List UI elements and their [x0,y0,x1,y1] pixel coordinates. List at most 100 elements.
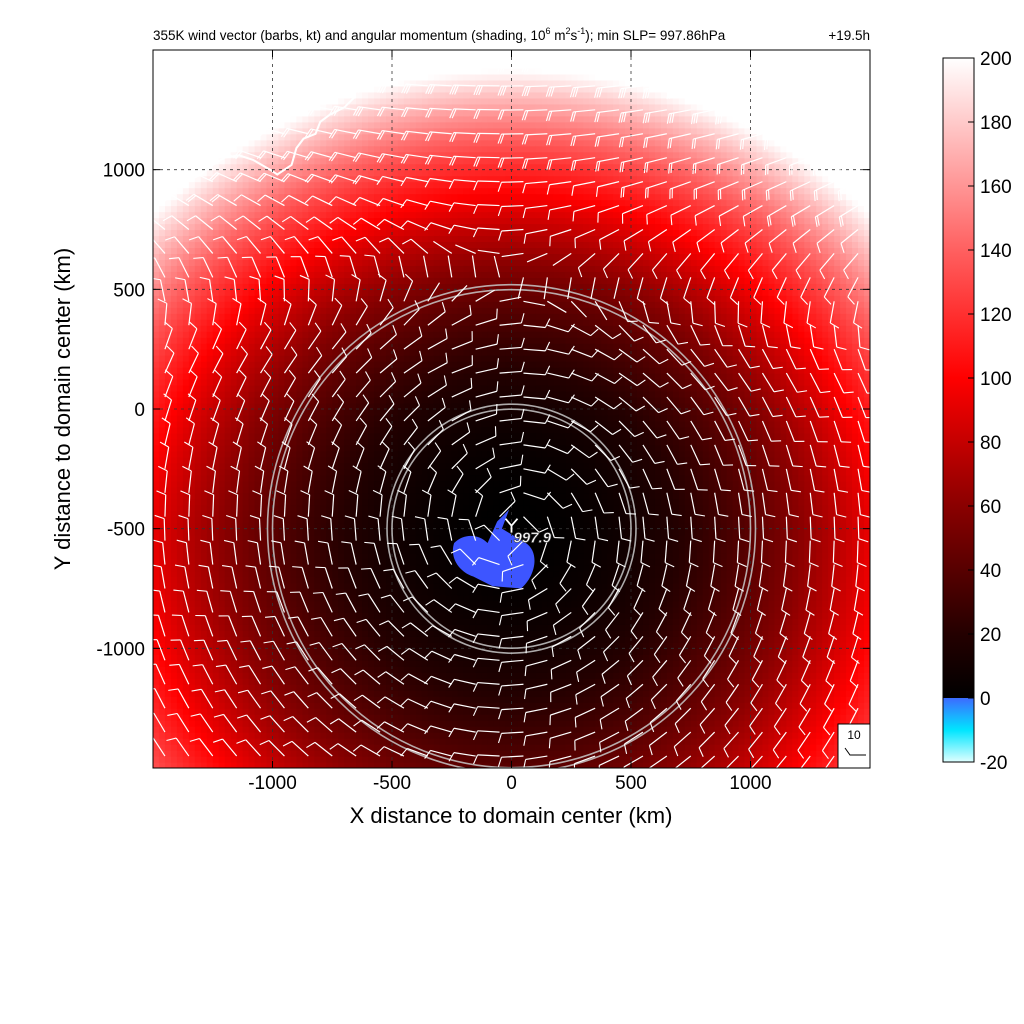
wind-barb [763,133,787,151]
wind-barb [800,660,811,688]
wind-barb [816,229,835,254]
wind-barb [378,237,405,254]
wind-barb [761,348,783,370]
wind-barb [475,334,499,350]
wind-barb [153,737,166,757]
wind-barb [497,755,524,767]
wind-barb [304,128,333,139]
x-axis: -1000 -500 0 500 1000 [248,50,772,794]
wind-barb [628,635,644,663]
wind-barb [523,731,548,746]
wind-barb [284,691,309,709]
wind-barb [304,195,333,207]
wind-barb [207,298,217,326]
wind-barb [674,755,692,768]
wind-barb [737,516,750,543]
wind-barb [328,151,357,162]
wind-barb [618,109,644,123]
wind-barb [306,741,333,757]
wind-barb [574,228,596,249]
wind-barb [333,617,357,637]
wind-barb [761,468,778,493]
wind-barb [789,157,811,176]
wind-barb [676,253,692,280]
wind-barb [307,297,317,326]
wind-barb [591,540,602,568]
wind-barb [257,297,267,326]
wind-barb [377,645,405,661]
wind-barb [843,253,859,280]
wind-barb [625,683,644,709]
wind-barb [262,665,285,685]
wind-barb [425,131,452,142]
wind-barb [501,252,524,258]
wind-barb [307,417,318,446]
wind-barb [352,217,381,231]
wind-barb [594,492,614,514]
wind-barb [809,444,827,468]
wind-barb [690,324,711,346]
wind-barb [690,492,706,517]
wind-barb [724,253,740,280]
wind-barb [714,301,726,328]
wind-barb [475,358,499,374]
wind-barb [640,540,651,568]
wind-barb [294,540,309,565]
wind-barb [449,132,476,143]
wind-barb [257,441,267,469]
wind-barb [352,152,381,163]
wind-barb [507,540,524,566]
wind-barb [636,277,646,305]
wind-barb [271,540,286,565]
wind-barb [739,109,763,125]
wind-barb [331,347,348,374]
wind-barb [573,755,596,768]
wind-barb [785,348,806,370]
wind-barb [256,172,285,183]
wind-barb [280,173,309,183]
wind-barb [192,664,214,685]
wind-barb [209,172,237,183]
wind-barb [188,369,198,398]
wind-barb [618,468,640,489]
wind-barb [379,298,394,326]
wind-barb [724,707,740,735]
wind-barb [401,622,429,637]
wind-barb [642,324,666,344]
wind-barb [278,465,289,493]
wind-barb [666,109,691,124]
wind-barb [810,61,835,77]
wind-barb [377,83,405,94]
wind-barb [546,181,572,195]
wind-barb [642,396,668,414]
wind-barb [652,659,668,687]
wind-barb [331,393,345,422]
wind-barb [247,540,262,565]
wind-barb [185,103,213,114]
wind-barb [280,150,309,161]
wind-barb [738,420,758,442]
wind-barb [156,490,167,517]
wind-barb [523,228,548,244]
wind-barb [498,659,524,673]
wind-barb [690,85,715,100]
wind-barb [400,747,429,757]
wind-barb [666,516,679,542]
wind-barb [286,641,309,661]
wind-barb [814,205,835,227]
wind-barb [570,444,598,459]
wind-barb [618,324,644,342]
wind-barb [785,420,805,443]
wind-barb [169,663,190,685]
wind-barb [451,355,473,374]
wind-barb [836,133,859,151]
wind-barb [523,365,551,376]
wind-barb [475,308,498,326]
wind-barb [611,564,621,593]
wind-barb [424,625,453,637]
wind-barb [642,516,655,542]
wind-barb [642,492,659,516]
wind-barb [833,444,850,468]
wind-barb [198,564,214,589]
wind-barb [233,80,261,92]
